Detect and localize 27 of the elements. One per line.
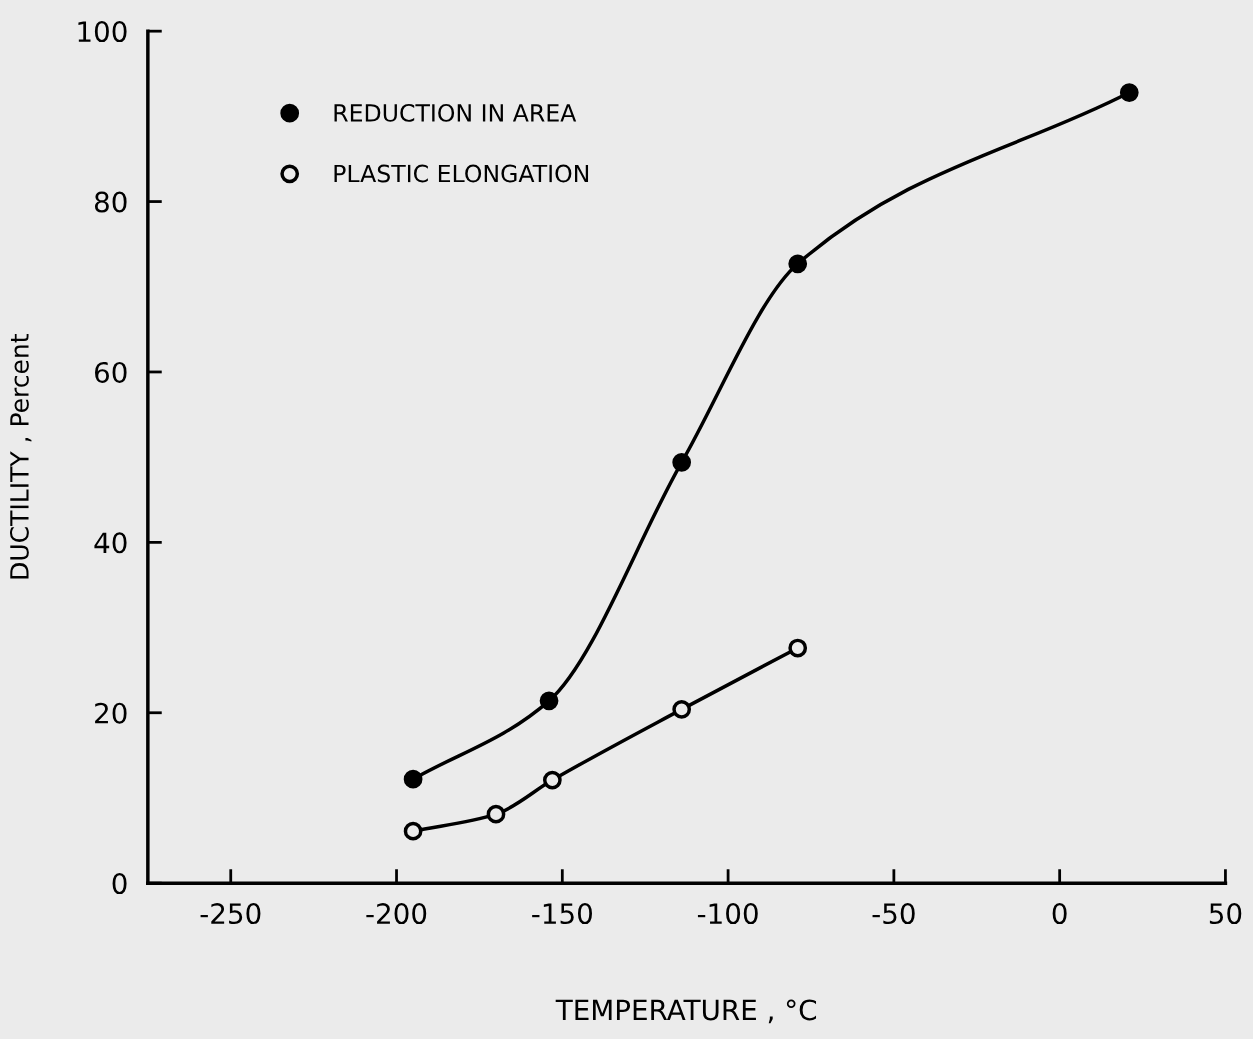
y-axis-title: DUCTILITY , Percent bbox=[9, 334, 32, 579]
x-tick-label: 0 bbox=[1052, 903, 1067, 925]
x-tick-label: -50 bbox=[872, 903, 915, 925]
point bbox=[539, 691, 559, 711]
y-tick-label: 0 bbox=[112, 873, 127, 895]
point bbox=[788, 254, 808, 274]
x-tick-label: -150 bbox=[532, 903, 592, 925]
x-tick-label: 50 bbox=[1209, 903, 1242, 925]
x-axis-title: TEMPERATURE , °C bbox=[555, 999, 817, 1024]
y-tick-label: 20 bbox=[95, 702, 127, 724]
x-tick-label: -100 bbox=[697, 903, 758, 925]
point bbox=[486, 804, 506, 824]
point bbox=[1119, 83, 1139, 102]
y-tick-label: 60 bbox=[95, 361, 127, 383]
point bbox=[403, 821, 423, 841]
point bbox=[672, 452, 692, 472]
legend-label: PLASTIC ELONGATION bbox=[334, 164, 589, 183]
y-tick-label: 80 bbox=[94, 191, 127, 213]
y-tick-label: 40 bbox=[94, 532, 127, 554]
point bbox=[542, 770, 562, 790]
x-tick-label: -200 bbox=[366, 903, 427, 925]
x-tick-label: -250 bbox=[200, 903, 261, 925]
point bbox=[403, 769, 423, 789]
legend-label: REDUCTION IN AREA bbox=[334, 103, 577, 122]
y-tick-label: 100 bbox=[78, 21, 127, 43]
point bbox=[672, 699, 692, 719]
point bbox=[788, 638, 808, 658]
